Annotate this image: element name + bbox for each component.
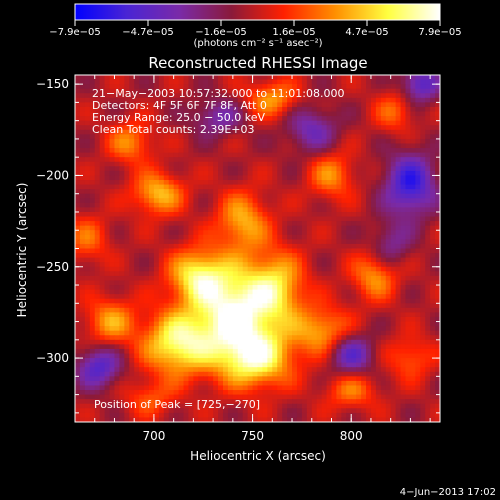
- chart-title: Reconstructed RHESSI Image: [148, 54, 367, 72]
- colorbar-tick-label: −4.7e−05: [122, 27, 174, 38]
- annotation-date: 21−May−2003 10:57:32.000 to 11:01:08.000: [92, 87, 345, 100]
- colorbar-tick-label: 7.9e−05: [418, 27, 461, 38]
- colorbar-gradient: [74, 3, 441, 21]
- x-axis-label: Heliocentric X (arcsec): [190, 449, 326, 463]
- annotation-energy: Energy Range: 25.0 − 50.0 keV: [92, 111, 266, 124]
- y-tick-label: −150: [36, 77, 69, 91]
- annotation-counts: Clean Total counts: 2.39E+03: [92, 123, 255, 136]
- colorbar: −7.9e−05 −4.7e−05 −1.6e−05 1.6e−05 4.7e−05 7.…: [49, 3, 462, 49]
- heatmap-image: [75, 75, 440, 422]
- colorbar-ticks: −7.9e−05 −4.7e−05 −1.6e−05 1.6e−05 4.7e−05 7.…: [49, 20, 462, 38]
- colorbar-tick-label: −7.9e−05: [49, 27, 101, 38]
- annotation-detectors: Detectors: 4F 5F 6F 7F 8F, Att 0: [92, 99, 267, 112]
- x-tick-label: 750: [241, 429, 264, 443]
- info-annotations: 21−May−2003 10:57:32.000 to 11:01:08.000…: [92, 87, 345, 136]
- y-tick-label: −300: [36, 351, 69, 365]
- y-axis-label: Heliocentric Y (arcsec): [15, 183, 29, 318]
- y-tick-label: −200: [36, 168, 69, 182]
- axis-ticks: 700 750 800 −300 −250 −200 −150: [36, 75, 440, 443]
- y-tick-label: −250: [36, 260, 69, 274]
- x-tick-label: 700: [142, 429, 165, 443]
- colorbar-tick-label: −1.6e−05: [195, 27, 247, 38]
- colorbar-tick-label: 4.7e−05: [345, 27, 388, 38]
- colorbar-units: (photons cm⁻² s⁻¹ asec⁻²): [193, 38, 322, 49]
- peak-position: Position of Peak = [725,−270]: [94, 398, 260, 411]
- x-tick-label: 800: [340, 429, 363, 443]
- colorbar-tick-label: 1.6e−05: [272, 27, 315, 38]
- footer-date: 4−Jun−2013 17:02: [400, 487, 496, 498]
